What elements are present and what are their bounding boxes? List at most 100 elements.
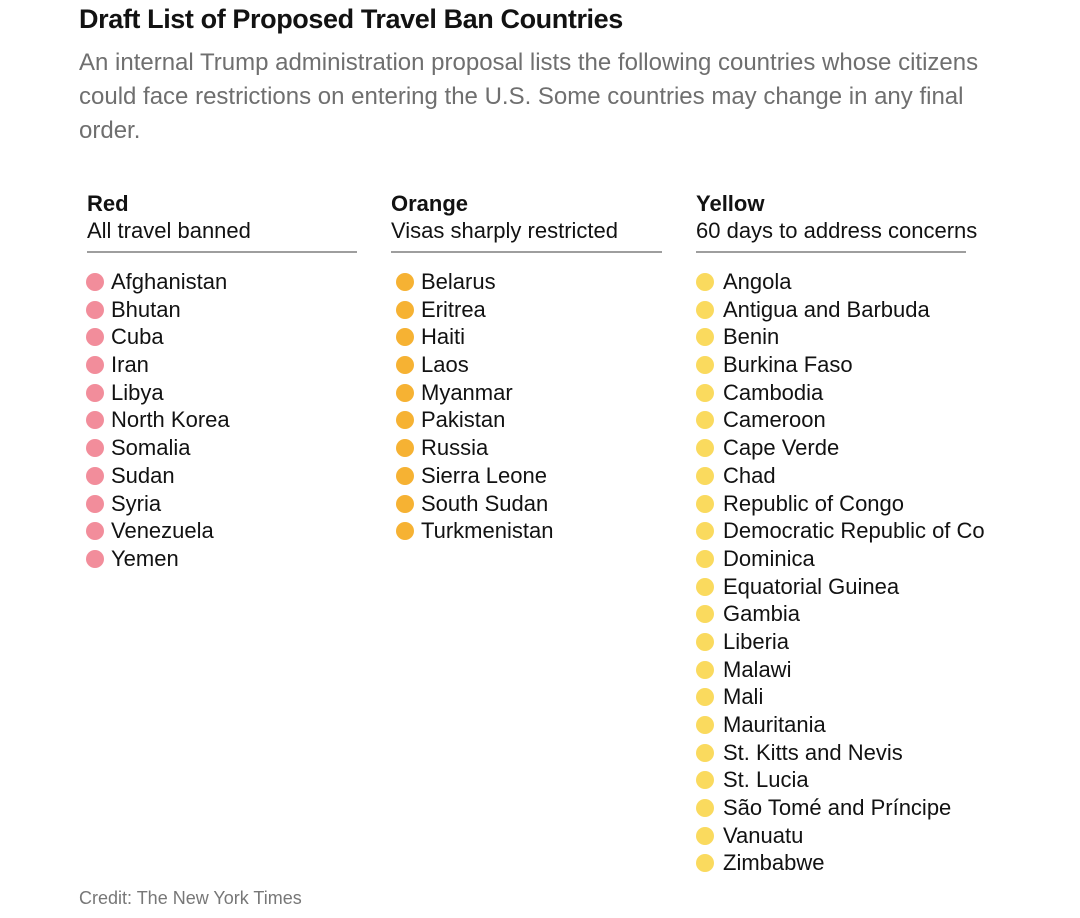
list-item: Mali	[695, 683, 966, 711]
page-subtitle: An internal Trump administration proposa…	[79, 49, 979, 144]
bullet-dot-icon	[396, 411, 414, 430]
list-item: Libya	[86, 379, 357, 407]
country-name: Turkmenistan	[421, 518, 554, 544]
list-item: Zimbabwe	[695, 849, 966, 877]
bullet-dot-icon	[696, 771, 714, 790]
country-name: Laos	[421, 352, 469, 378]
red-country-list: Afghanistan Bhutan Cuba Iran Libya North Kore…	[86, 268, 357, 573]
bullet-dot-icon	[86, 439, 104, 458]
list-item: Yemen	[86, 545, 357, 573]
bullet-dot-icon	[396, 522, 414, 541]
orange-country-list: Belarus Eritrea Haiti Laos Myanmar Pakistan Ru…	[391, 268, 662, 545]
red-column: Red All travel banned Afghanistan Bhutan C…	[86, 190, 357, 573]
country-name: Cambodia	[723, 379, 824, 405]
yellow-column-description: 60 days to address concerns	[696, 218, 978, 243]
bullet-dot-icon	[396, 439, 414, 458]
bullet-dot-icon	[696, 356, 714, 375]
bullet-dot-icon	[86, 328, 104, 347]
bullet-dot-icon	[696, 632, 714, 651]
list-item: South Sudan	[390, 490, 662, 518]
bullet-dot-icon	[396, 466, 414, 485]
bullet-dot-icon	[396, 328, 414, 347]
bullet-dot-icon	[696, 549, 714, 568]
bullet-dot-icon	[696, 466, 714, 485]
bullet-dot-icon	[86, 522, 104, 541]
list-item: Angola	[695, 268, 966, 296]
country-name: Venezuela	[111, 518, 214, 544]
bullet-dot-icon	[86, 494, 104, 513]
country-name: Burkina Faso	[723, 352, 853, 378]
list-item: Gambia	[695, 600, 966, 628]
yellow-column-divider	[696, 251, 966, 253]
list-item: Benin	[695, 323, 966, 351]
list-item: Myanmar	[390, 379, 662, 407]
bullet-dot-icon	[86, 356, 104, 375]
country-name: Afghanistan	[111, 269, 228, 294]
list-item: Iran	[86, 351, 357, 379]
list-item: Republic of Congo	[695, 490, 966, 518]
list-item: North Korea	[86, 406, 357, 434]
list-item: Syria	[86, 490, 357, 518]
bullet-dot-icon	[696, 854, 714, 873]
list-item: Belarus	[390, 268, 662, 296]
country-name: Republic of Congo	[723, 490, 905, 516]
list-item: Afghanistan	[86, 268, 357, 296]
country-name: Iran	[111, 352, 149, 378]
country-name: Zimbabwe	[723, 850, 825, 876]
country-name: Angola	[723, 269, 792, 294]
list-item: St. Lucia	[695, 766, 966, 794]
country-name: Belarus	[421, 269, 496, 294]
bullet-dot-icon	[396, 356, 414, 375]
bullet-dot-icon	[696, 494, 714, 513]
country-name: Haiti	[421, 324, 466, 350]
list-item: Cameroon	[695, 406, 966, 434]
bullet-dot-icon	[396, 300, 414, 319]
bullet-dot-icon	[696, 300, 714, 319]
bullet-dot-icon	[396, 273, 414, 291]
country-name: Cape Verde	[723, 435, 840, 461]
bullet-dot-icon	[696, 439, 714, 458]
list-item: Vanuatu	[695, 822, 966, 850]
country-name: St. Lucia	[723, 767, 809, 793]
yellow-column: Yellow 60 days to address concerns Angol…	[695, 190, 985, 877]
list-item: Equatorial Guinea	[695, 573, 966, 601]
yellow-column-heading: Yellow	[696, 191, 765, 216]
bullet-dot-icon	[86, 273, 104, 291]
country-name: St. Kitts and Nevis	[723, 739, 903, 765]
list-item: Pakistan	[390, 406, 662, 434]
page-title: Draft List of Proposed Travel Ban Countr…	[79, 4, 623, 34]
country-name: Democratic Republic of Co	[723, 518, 985, 544]
bullet-dot-icon	[696, 273, 714, 291]
country-name: Benin	[723, 324, 780, 350]
red-column-description: All travel banned	[87, 218, 251, 243]
list-item: São Tomé and Príncipe	[695, 794, 966, 822]
country-name: Sudan	[111, 462, 175, 488]
bullet-dot-icon	[86, 411, 104, 430]
country-name: Chad	[723, 462, 776, 488]
country-name: Bhutan	[111, 296, 181, 322]
list-item: Liberia	[695, 628, 966, 656]
bullet-dot-icon	[86, 466, 104, 485]
country-name: Myanmar	[421, 379, 513, 405]
list-item: Bhutan	[86, 296, 357, 324]
country-name: Yemen	[111, 545, 179, 571]
country-name: Vanuatu	[723, 822, 804, 848]
country-name: Cuba	[111, 324, 164, 350]
country-name: Sierra Leone	[421, 462, 547, 488]
list-item: Russia	[390, 434, 662, 462]
list-item: Sierra Leone	[390, 462, 662, 490]
list-item: Cuba	[86, 323, 357, 351]
country-name: Liberia	[723, 628, 790, 654]
bullet-dot-icon	[396, 494, 414, 513]
list-item: Sudan	[86, 462, 357, 490]
yellow-country-list: Angola Antigua and Barbuda Benin Burkina Fa…	[695, 268, 985, 877]
list-item: Chad	[695, 462, 966, 490]
bullet-dot-icon	[696, 826, 714, 845]
country-name: Syria	[111, 490, 162, 516]
orange-column: Orange Visas sharply restricted Belarus E…	[391, 190, 662, 545]
bullet-dot-icon	[696, 411, 714, 430]
bullet-dot-icon	[696, 799, 714, 818]
list-item: Laos	[390, 351, 662, 379]
bullet-dot-icon	[696, 577, 714, 596]
list-item: Cape Verde	[695, 434, 966, 462]
